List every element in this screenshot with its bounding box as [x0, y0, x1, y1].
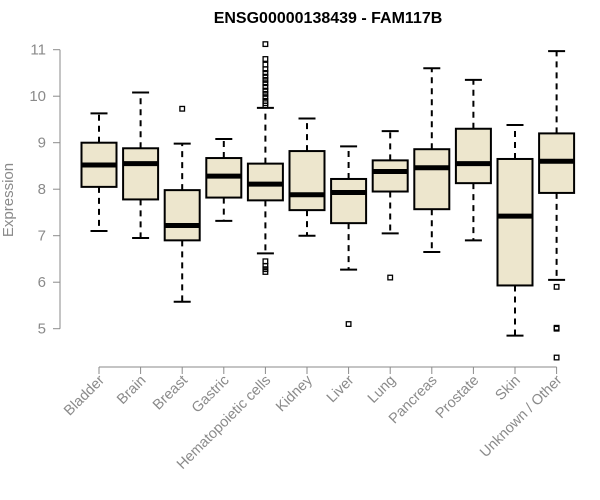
outlier-point	[262, 61, 269, 68]
outlier-point	[262, 97, 269, 104]
outlier-point	[262, 56, 269, 62]
outlier-point	[179, 105, 186, 112]
outlier-point	[345, 321, 352, 327]
x-tick-label: Skin	[493, 373, 524, 404]
box-iqr	[371, 159, 409, 193]
y-tick-label: 8	[38, 181, 46, 198]
outlier-point	[262, 258, 269, 265]
outlier-point	[262, 73, 269, 80]
outlier-point	[262, 262, 269, 269]
outlier-point	[262, 41, 269, 48]
box-group	[205, 137, 243, 222]
outlier-point	[262, 70, 269, 76]
box-group	[538, 50, 576, 361]
box-group	[80, 112, 118, 233]
outlier-point	[553, 354, 560, 361]
outlier-point	[262, 76, 269, 83]
y-tick-label: 11	[30, 42, 46, 59]
outlier-point	[262, 266, 269, 273]
box-iqr	[288, 150, 326, 212]
box-group	[122, 91, 160, 240]
box-group	[413, 67, 451, 253]
chart-title: ENSG00000138439 - FAM117B	[214, 10, 443, 27]
y-tick-label: 6	[38, 274, 46, 291]
outlier-point	[262, 90, 269, 97]
x-tick-label: Kidney	[273, 372, 316, 415]
box-iqr	[330, 177, 368, 225]
box-iqr	[122, 147, 160, 201]
y-tick-label: 10	[29, 88, 46, 105]
outlier-point	[387, 274, 394, 281]
box-series	[80, 41, 576, 361]
box-iqr	[413, 148, 451, 211]
x-tick-label: Prostate	[433, 373, 482, 422]
x-tick-label: Liver	[324, 372, 358, 406]
box-iqr	[163, 189, 201, 242]
y-axis: 5 6 7 8 9 10 11	[29, 42, 61, 338]
outlier-point	[262, 83, 269, 90]
box-iqr	[496, 157, 534, 287]
box-group	[288, 117, 326, 237]
outlier-point	[553, 283, 560, 290]
outlier-point	[553, 324, 560, 331]
y-axis-label: Expression	[0, 163, 17, 237]
box-group	[246, 41, 284, 275]
y-tick-label: 5	[38, 321, 46, 338]
box-iqr	[454, 127, 492, 185]
box-group	[330, 145, 368, 327]
box-group	[163, 105, 201, 303]
box-group	[454, 78, 492, 242]
outlier-point	[262, 80, 269, 87]
y-tick-label: 9	[38, 135, 46, 152]
box-group	[496, 124, 534, 337]
x-tick-label: Bladder	[61, 372, 108, 419]
y-tick-label: 7	[38, 228, 46, 245]
x-tick-label: Lung	[365, 373, 399, 407]
x-tick-label: Brain	[114, 373, 149, 408]
outlier-point	[262, 94, 269, 101]
box-group	[371, 130, 409, 281]
x-tick-label: Breast	[150, 373, 191, 414]
outlier-point	[262, 87, 269, 94]
